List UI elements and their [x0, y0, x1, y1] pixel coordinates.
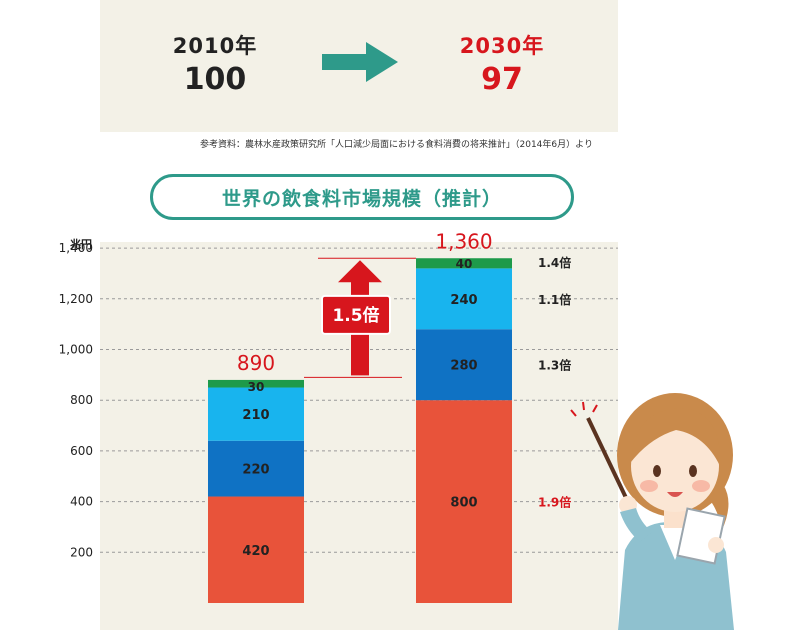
- segment-value-label: 800: [450, 496, 477, 511]
- y-tick-label: 1,200: [59, 292, 93, 306]
- segment-ratio-label: 1.4倍: [538, 255, 571, 270]
- bar-segment: [208, 496, 304, 603]
- segment-value-label: 220: [242, 463, 269, 478]
- market-size-chart: 兆円 200 400 600 800 1,000 1,200 1,400 420 220 210 30…: [59, 230, 734, 630]
- y-tick-label: 400: [70, 495, 93, 509]
- from-year: 2010年: [172, 34, 258, 58]
- segment-value-label: 280: [450, 359, 477, 374]
- comparison-panel: 2010年 100 2030年 97: [100, 0, 618, 132]
- bar-segment: [416, 258, 512, 269]
- y-tick-label: 600: [70, 444, 93, 458]
- bar-total-label: 890: [237, 351, 275, 375]
- segment-ratio-label: 1.1倍: [538, 292, 571, 307]
- segment-value-label: 420: [242, 544, 269, 559]
- bar-segment: [208, 379, 304, 388]
- bar-segment: [208, 387, 304, 441]
- growth-badge-label: 1.5倍: [332, 305, 379, 326]
- segment-value-label: 240: [450, 293, 477, 308]
- bar-segment: [416, 329, 512, 401]
- from-value: 100: [183, 62, 247, 97]
- arrow-right-icon: [322, 42, 398, 82]
- segment-value-label: 40: [456, 257, 473, 271]
- bar-total-label: 1,360: [435, 230, 492, 253]
- source-note: 参考資料：農林水産政策研究所「人口減少局面における食料消費の将来推計」（2014…: [200, 140, 593, 150]
- y-tick-label: 1,000: [59, 343, 93, 357]
- segment-ratio-label: 1.9倍: [538, 495, 571, 510]
- y-tick-label: 800: [70, 393, 93, 407]
- bar-segment: [208, 440, 304, 497]
- chart-title: 世界の飲食料市場規模（推計）: [221, 187, 502, 210]
- segment-ratio-label: 1.3倍: [538, 358, 571, 373]
- chart-title-pill: 世界の飲食料市場規模（推計）: [150, 174, 574, 220]
- to-year: 2030年: [459, 34, 545, 58]
- bar-segment: [416, 268, 512, 330]
- presenter-illustration: [570, 393, 734, 630]
- labels: 兆円 200 400 600 800 1,000 1,200 1,400 420 220 210 30…: [59, 230, 572, 559]
- growth-badge: [321, 294, 391, 335]
- y-tick-label: 1,400: [59, 241, 93, 255]
- y-axis-unit-label: 兆円: [70, 237, 92, 251]
- bars: [208, 257, 512, 603]
- segment-value-label: 210: [242, 408, 269, 423]
- y-tick-label: 200: [70, 545, 93, 559]
- to-value: 97: [481, 62, 523, 97]
- segment-value-label: 30: [248, 380, 265, 394]
- bar-segment: [416, 400, 512, 603]
